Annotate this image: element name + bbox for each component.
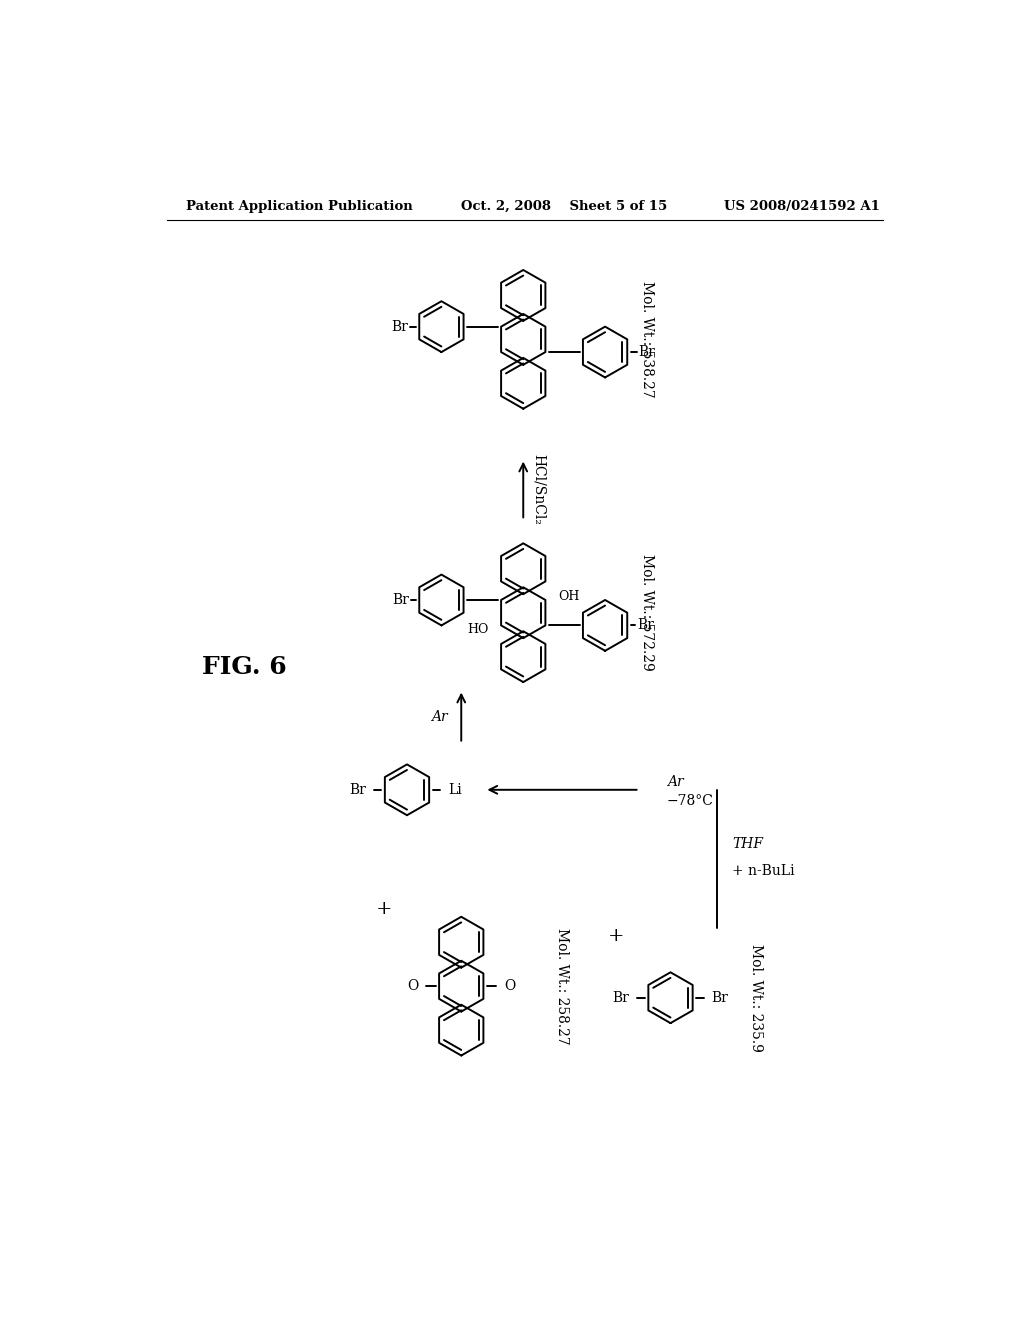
Text: + n-BuLi: + n-BuLi [732, 863, 795, 878]
Text: Br: Br [349, 783, 366, 797]
Text: Oct. 2, 2008    Sheet 5 of 15: Oct. 2, 2008 Sheet 5 of 15 [461, 199, 668, 213]
Text: +: + [376, 900, 392, 919]
Text: O: O [408, 979, 419, 993]
Text: OH: OH [558, 590, 580, 603]
Text: Patent Application Publication: Patent Application Publication [186, 199, 413, 213]
Text: HCl/SnCl₂: HCl/SnCl₂ [531, 454, 546, 525]
Text: THF: THF [732, 837, 764, 850]
Text: Mol. Wt.: 538.27: Mol. Wt.: 538.27 [640, 281, 654, 397]
Text: HO: HO [467, 623, 488, 636]
Text: Mol. Wt.: 235.9: Mol. Wt.: 235.9 [749, 944, 763, 1052]
Text: −78°C: −78°C [667, 795, 714, 808]
Text: Ar: Ar [431, 710, 447, 723]
Text: Br: Br [712, 991, 728, 1005]
Text: O: O [504, 979, 515, 993]
Text: Mol. Wt.: 572.29: Mol. Wt.: 572.29 [640, 554, 654, 671]
Text: FIG. 6: FIG. 6 [202, 655, 287, 678]
Text: Mol. Wt.: 258.27: Mol. Wt.: 258.27 [555, 928, 569, 1044]
Text: +: + [608, 927, 625, 945]
Text: Br: Br [612, 991, 630, 1005]
Text: Li: Li [449, 783, 462, 797]
Text: Br: Br [393, 593, 410, 607]
Text: Ar: Ar [667, 775, 683, 789]
Text: Br: Br [637, 618, 653, 632]
Text: Br: Br [391, 319, 409, 334]
Text: US 2008/0241592 A1: US 2008/0241592 A1 [724, 199, 880, 213]
Text: Br: Br [638, 345, 655, 359]
